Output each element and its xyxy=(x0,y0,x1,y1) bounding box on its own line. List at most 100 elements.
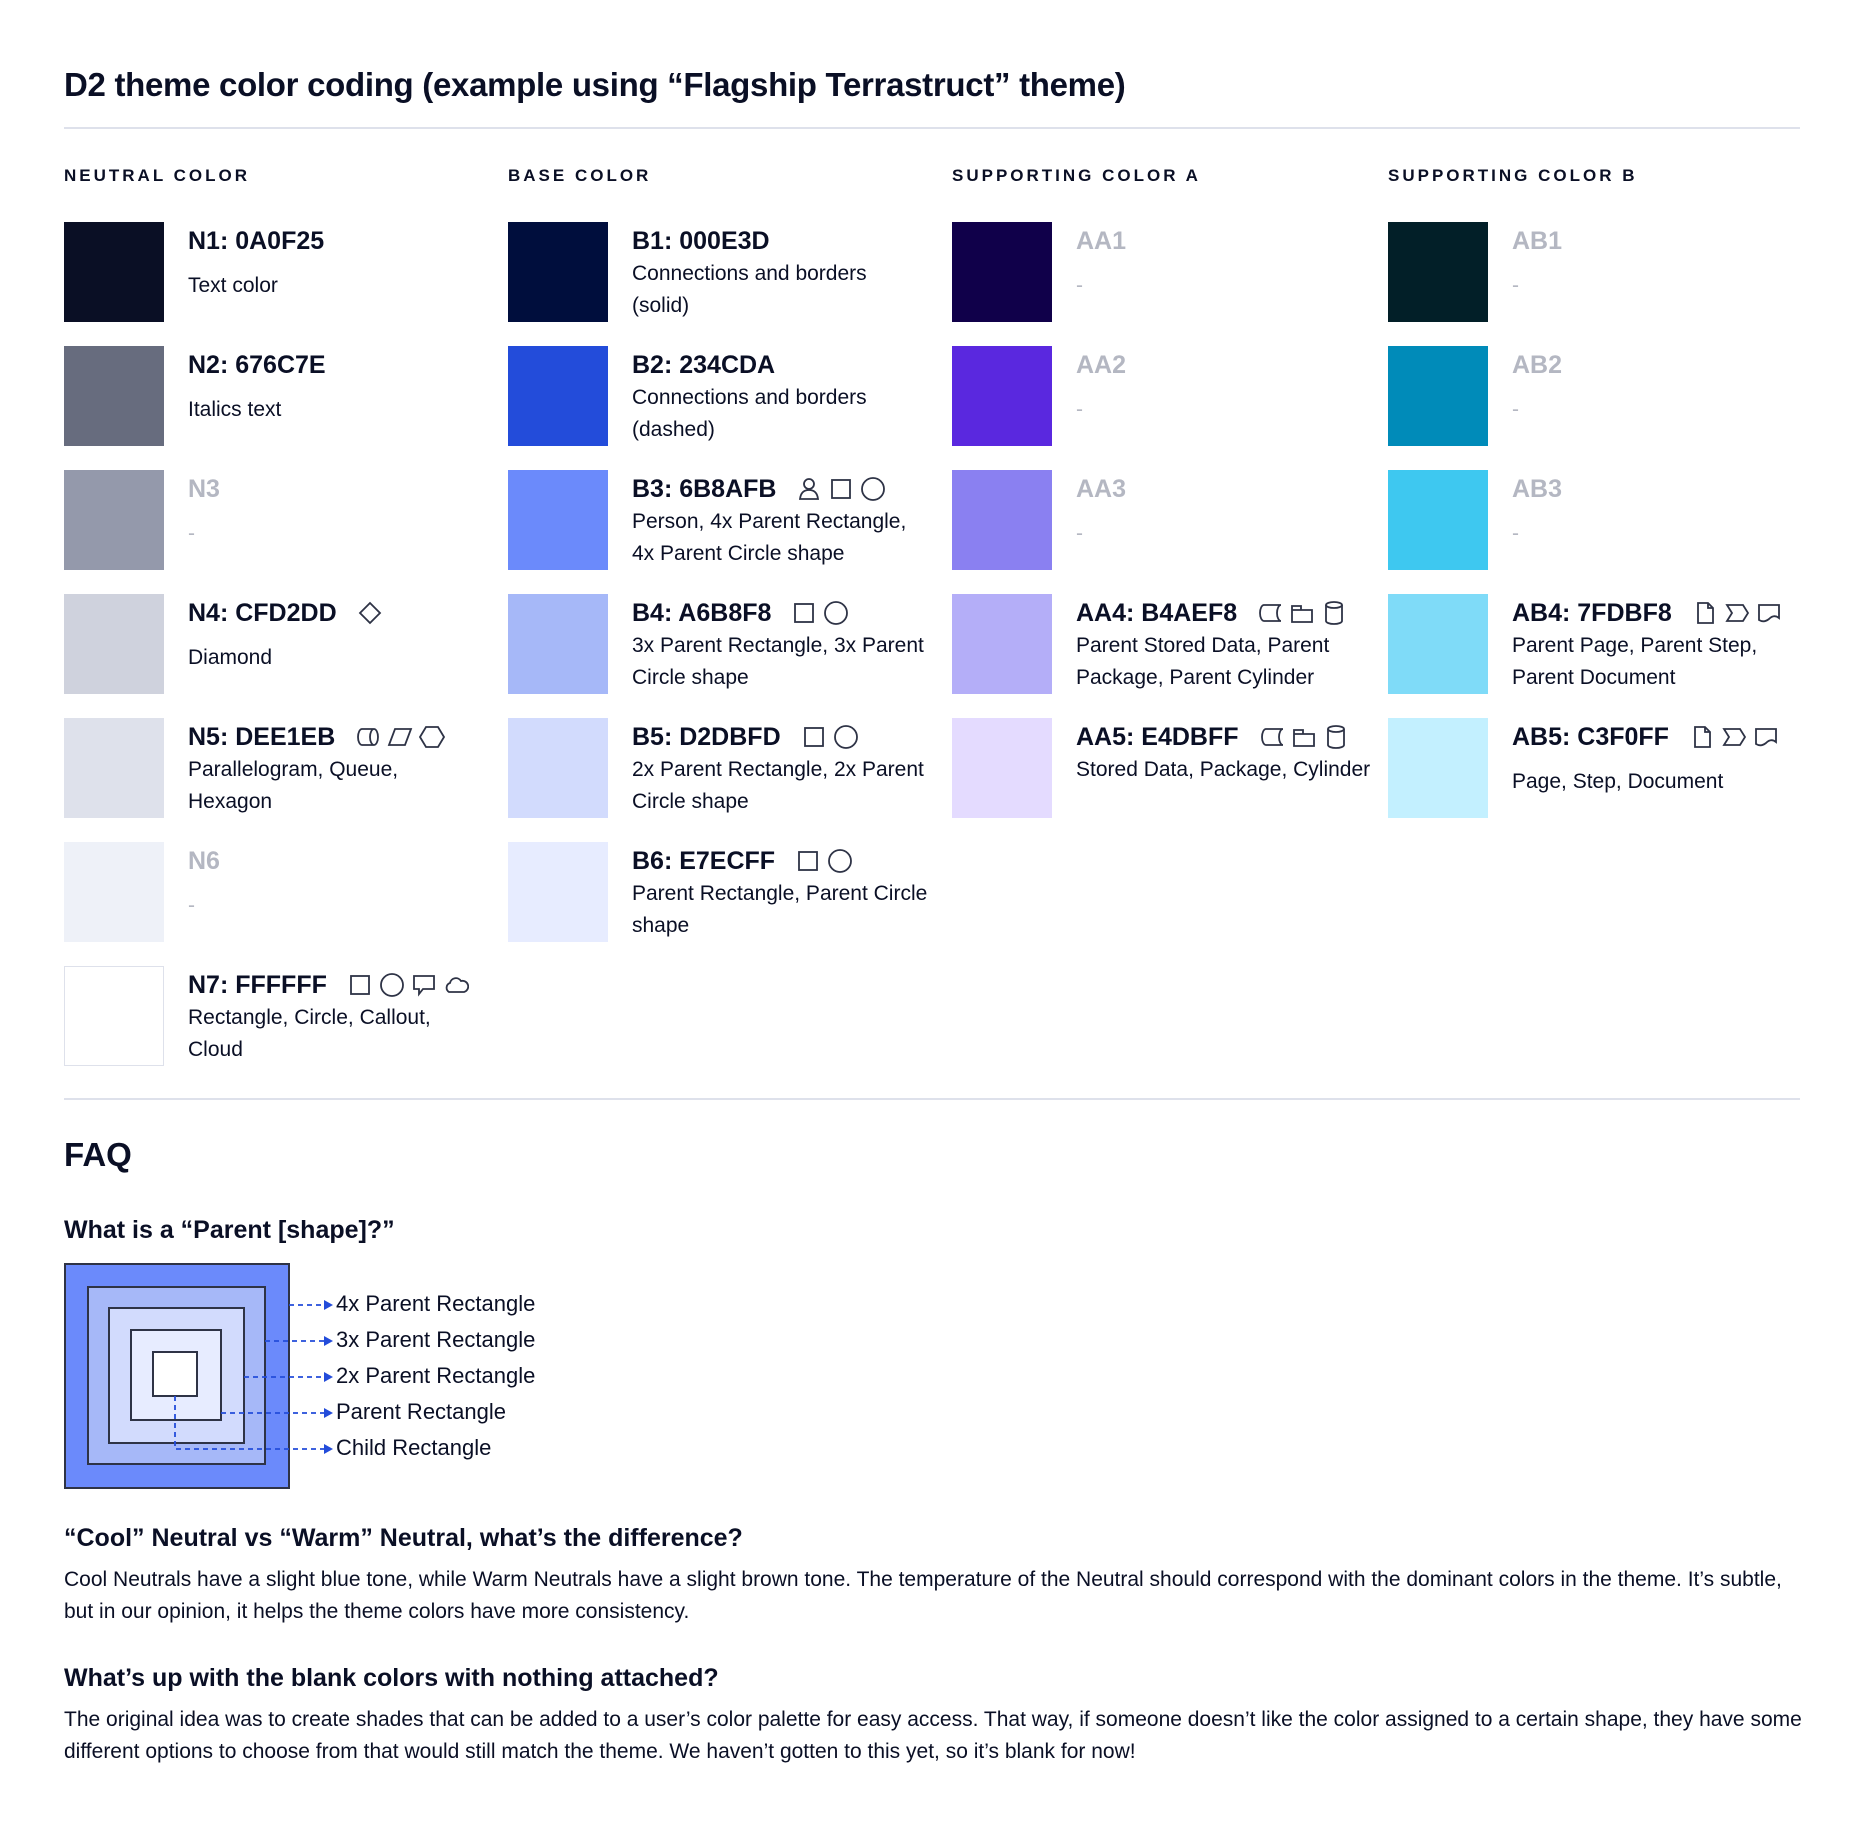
color-usage: Connections and borders (solid) xyxy=(632,262,867,317)
faq-question-blank-colors: What’s up with the blank colors with not… xyxy=(64,1664,719,1692)
circle-icon xyxy=(379,973,404,997)
shape-icons xyxy=(1692,600,1782,626)
person-icon xyxy=(799,478,820,500)
document-icon xyxy=(1755,728,1777,747)
color-row: N7: FFFFFF Rectangle, Circle, Callout, C… xyxy=(64,966,484,1090)
color-usage: - xyxy=(188,522,195,545)
page-title: D2 theme color coding (example using “Fl… xyxy=(64,66,1126,103)
color-row: AA1 - xyxy=(952,222,1372,346)
color-usage: Parallelogram, Queue, Hexagon xyxy=(188,758,399,813)
color-row: B4: A6B8F8 3x Parent Rectangle, 3x Paren… xyxy=(508,594,928,718)
color-swatch xyxy=(64,966,164,1066)
color-swatch xyxy=(1388,718,1488,818)
rectangle-icon xyxy=(803,727,824,747)
color-row: AB4: 7FDBF8 Parent Page, Parent Step, Pa… xyxy=(1388,594,1808,718)
shape-icons xyxy=(791,600,849,626)
color-code: N4: CFD2DD xyxy=(188,598,337,627)
faq-question-neutral: “Cool” Neutral vs “Warm” Neutral, what’s… xyxy=(64,1524,743,1552)
faq-heading: FAQ xyxy=(64,1136,132,1173)
color-code: B5: D2DBFD xyxy=(632,722,781,751)
color-usage: Parent Page, Parent Step, Parent Documen… xyxy=(1512,634,1758,689)
color-row: AB2 - xyxy=(1388,346,1808,470)
color-row: N3 - xyxy=(64,470,484,594)
shape-icons xyxy=(801,724,859,750)
color-swatch xyxy=(952,346,1052,446)
cylinder-icon xyxy=(1326,725,1345,749)
color-code: AB1 xyxy=(1512,226,1563,255)
color-code: N2: 676C7E xyxy=(188,350,326,379)
rectangle-icon xyxy=(798,851,818,871)
color-swatch xyxy=(508,718,608,818)
shape-icons xyxy=(1259,724,1349,750)
color-code: B1: 000E3D xyxy=(632,226,770,255)
divider xyxy=(64,127,1800,129)
column-label: BASE COLOR xyxy=(508,166,652,185)
color-code: N6 xyxy=(188,846,220,875)
color-code: AB3 xyxy=(1512,474,1563,503)
rectangle-icon xyxy=(831,479,852,499)
color-usage: Parent Rectangle, Parent Circle shape xyxy=(632,882,928,937)
diagram-label: 4x Parent Rectangle xyxy=(336,1291,536,1316)
color-row: B6: E7ECFF Parent Rectangle, Parent Circ… xyxy=(508,842,928,966)
circle-icon xyxy=(828,849,852,873)
color-swatch xyxy=(64,718,164,818)
color-usage: - xyxy=(1076,522,1083,545)
color-usage: - xyxy=(1076,274,1083,297)
color-swatch xyxy=(508,470,608,570)
divider xyxy=(64,1098,1800,1100)
faq-question-parent-shape: What is a “Parent [shape]?” xyxy=(64,1216,395,1244)
color-row: B3: 6B8AFB Person, 4x Parent Rectangle, … xyxy=(508,470,928,594)
parent-shape-diagram xyxy=(64,1263,333,1489)
color-swatch xyxy=(952,222,1052,322)
color-usage: Page, Step, Document xyxy=(1512,770,1724,793)
color-row: AA5: E4DBFF Stored Data, Package, Cylind… xyxy=(952,718,1372,842)
color-usage: Connections and borders (dashed) xyxy=(632,386,867,441)
color-swatch xyxy=(1388,222,1488,322)
color-usage: 3x Parent Rectangle, 3x Parent Circle sh… xyxy=(632,634,924,689)
parallelogram-icon xyxy=(387,728,413,746)
color-usage: Parent Stored Data, Parent Package, Pare… xyxy=(1076,634,1330,689)
color-code: AA5: E4DBFF xyxy=(1076,722,1239,751)
cloud-icon xyxy=(445,977,469,993)
color-code: B3: 6B8AFB xyxy=(632,474,777,503)
column-label: SUPPORTING COLOR B xyxy=(1388,166,1638,185)
color-usage: - xyxy=(1512,522,1519,545)
diagram-label: 3x Parent Rectangle xyxy=(336,1327,536,1352)
color-code: B4: A6B8F8 xyxy=(632,598,772,627)
color-code: N7: FFFFFF xyxy=(188,970,327,999)
color-swatch xyxy=(64,346,164,446)
stored-data-icon xyxy=(1259,604,1282,622)
color-row: AB1 - xyxy=(1388,222,1808,346)
shape-icons xyxy=(795,848,853,874)
step-icon xyxy=(1722,728,1747,746)
color-row: N6 - xyxy=(64,842,484,966)
circle-icon xyxy=(861,477,886,501)
shape-icons xyxy=(357,600,383,626)
arrow-head xyxy=(324,1408,333,1418)
color-swatch xyxy=(64,222,164,322)
color-swatch xyxy=(64,842,164,942)
stored-data-icon xyxy=(1260,728,1283,746)
color-swatch xyxy=(952,718,1052,818)
package-icon xyxy=(1292,729,1315,747)
column-label: SUPPORTING COLOR A xyxy=(952,166,1201,185)
cylinder-icon xyxy=(1325,601,1344,625)
column-label: NEUTRAL COLOR xyxy=(64,166,251,185)
color-usage: Rectangle, Circle, Callout, Cloud xyxy=(188,1006,431,1061)
color-usage: - xyxy=(1512,274,1519,297)
color-code: N3 xyxy=(188,474,220,503)
color-code: AA2 xyxy=(1076,350,1127,379)
color-code: AA4: B4AEF8 xyxy=(1076,598,1238,627)
shape-icons xyxy=(1257,600,1347,626)
color-usage: 2x Parent Rectangle, 2x Parent Circle sh… xyxy=(632,758,924,813)
color-swatch xyxy=(1388,594,1488,694)
arrow-head xyxy=(324,1336,333,1346)
step-icon xyxy=(1725,604,1749,622)
color-swatch xyxy=(64,470,164,570)
color-column: SUPPORTING COLOR A AA1 - AA2 - AA3 - AA4… xyxy=(952,166,1372,842)
color-code: AB5: C3F0FF xyxy=(1512,722,1669,751)
color-usage: - xyxy=(1076,398,1083,421)
color-code: AA3 xyxy=(1076,474,1127,503)
page-icon xyxy=(1696,602,1714,624)
color-row: N1: 0A0F25 Text color xyxy=(64,222,484,346)
